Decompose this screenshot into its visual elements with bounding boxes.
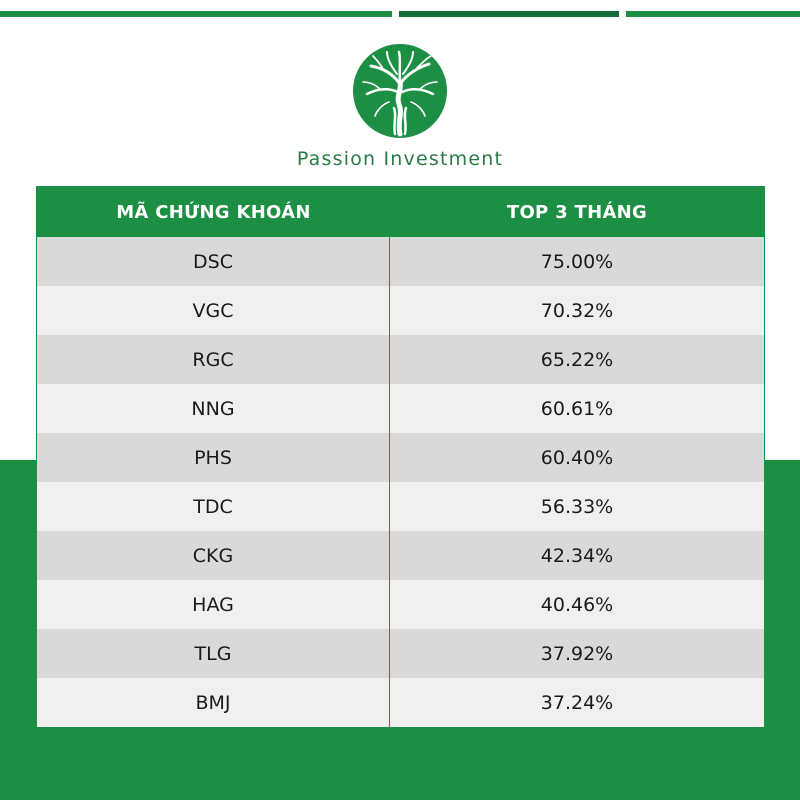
stock-code-cell: TLG: [37, 629, 390, 678]
return-value-cell: 37.92%: [540, 642, 614, 665]
stock-code-cell: BMJ: [37, 678, 390, 727]
stock-code-cell: VGC: [37, 286, 390, 335]
stock-code-cell: PHS: [37, 433, 390, 482]
table-row: BMJ 37.24%: [37, 678, 764, 727]
stock-code-cell: TDC: [37, 482, 390, 531]
return-value-cell: 37.24%: [540, 691, 614, 714]
return-value-cell: 75.00%: [540, 250, 614, 273]
return-value-cell: 42.34%: [540, 544, 614, 567]
table-row: CKG 42.34%: [37, 531, 764, 580]
table-row: TLG 37.92%: [37, 629, 764, 678]
table-row: RGC 65.22%: [37, 335, 764, 384]
stock-code-cell: CKG: [37, 531, 390, 580]
ranking-table: MÃ CHỨNG KHOÁN TOP 3 THÁNG DSC 75.00% VGC 7…: [36, 186, 765, 727]
return-value-cell: 56.33%: [540, 495, 614, 518]
top-decor-bars: [0, 11, 800, 17]
return-value-cell: 70.32%: [540, 299, 614, 322]
return-value-cell: 65.22%: [540, 348, 614, 371]
stock-code-cell: RGC: [37, 335, 390, 384]
table-header: MÃ CHỨNG KHOÁN TOP 3 THÁNG: [37, 187, 764, 237]
top-bar-right: [626, 11, 800, 17]
stock-code-cell: HAG: [37, 580, 390, 629]
tree-icon: [353, 44, 447, 138]
table-row: NNG 60.61%: [37, 384, 764, 433]
table-row: PHS 60.40%: [37, 433, 764, 482]
table-body: DSC 75.00% VGC 70.32% RGC 65.22% NNG 60.61% PHS 6…: [37, 237, 764, 727]
return-value-cell: 40.46%: [540, 593, 614, 616]
header-top-3-months: TOP 3 THÁNG: [506, 201, 648, 223]
stock-code-cell: NNG: [37, 384, 390, 433]
table-row: HAG 40.46%: [37, 580, 764, 629]
table-row: TDC 56.33%: [37, 482, 764, 531]
return-value-cell: 60.61%: [540, 397, 614, 420]
top-bar-middle: [399, 11, 619, 17]
stock-code-cell: DSC: [37, 237, 390, 286]
top-bar-left: [0, 11, 392, 17]
return-value-cell: 60.40%: [540, 446, 614, 469]
table-row: DSC 75.00%: [37, 237, 764, 286]
table-row: VGC 70.32%: [37, 286, 764, 335]
brand-name: Passion Investment: [296, 148, 504, 170]
header-stock-code: MÃ CHỨNG KHOÁN: [116, 201, 311, 223]
